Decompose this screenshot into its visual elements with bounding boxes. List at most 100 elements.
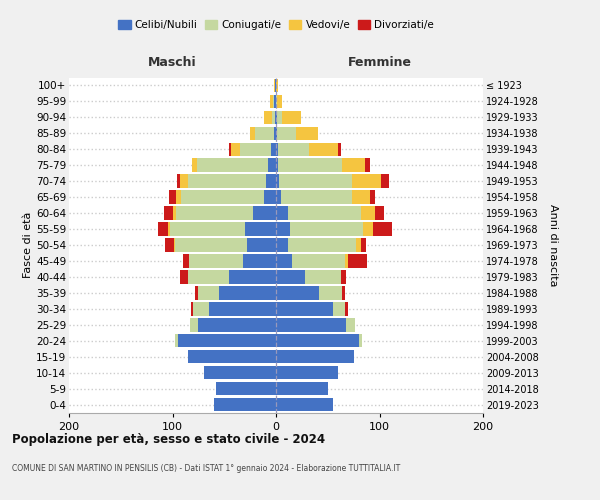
Bar <box>169 190 176 204</box>
Bar <box>192 158 197 172</box>
Text: COMUNE DI SAN MARTINO IN PENSILIS (CB) - Dati ISTAT 1° gennaio 2024 - Elaborazio: COMUNE DI SAN MARTINO IN PENSILIS (CB) -… <box>12 464 400 473</box>
Bar <box>176 206 253 220</box>
Bar <box>276 126 277 140</box>
Bar <box>342 286 346 300</box>
Bar <box>276 398 333 411</box>
Bar <box>278 142 309 156</box>
Bar <box>188 174 266 188</box>
Bar <box>289 238 356 252</box>
Bar <box>268 158 276 172</box>
Bar <box>275 78 276 92</box>
Bar <box>277 94 282 108</box>
Bar <box>365 158 370 172</box>
Bar <box>199 318 276 332</box>
Bar <box>190 318 199 332</box>
Bar <box>170 222 245 236</box>
Bar <box>338 142 341 156</box>
Bar <box>380 174 389 188</box>
Text: Femmine: Femmine <box>347 56 412 68</box>
Bar <box>346 318 355 332</box>
Bar <box>250 126 256 140</box>
Bar <box>272 110 275 124</box>
Bar <box>180 270 188 283</box>
Bar <box>277 126 296 140</box>
Bar <box>209 302 276 316</box>
Bar <box>376 206 383 220</box>
Bar <box>359 334 362 347</box>
Bar <box>276 110 277 124</box>
Legend: Celibi/Nubili, Coniugati/e, Vedovi/e, Divorziati/e: Celibi/Nubili, Coniugati/e, Vedovi/e, Di… <box>114 16 438 34</box>
Bar <box>271 142 276 156</box>
Bar <box>342 158 365 172</box>
Bar <box>173 206 176 220</box>
Bar <box>245 222 276 236</box>
Bar <box>370 190 376 204</box>
Bar <box>243 254 276 268</box>
Bar <box>247 238 276 252</box>
Bar <box>183 254 189 268</box>
Bar <box>333 302 346 316</box>
Bar <box>164 206 173 220</box>
Bar <box>276 222 290 236</box>
Bar <box>181 190 263 204</box>
Bar <box>346 302 349 316</box>
Bar <box>361 206 376 220</box>
Bar <box>169 222 170 236</box>
Bar <box>276 350 353 364</box>
Bar <box>319 286 342 300</box>
Bar <box>276 254 292 268</box>
Bar <box>189 254 243 268</box>
Bar <box>276 302 333 316</box>
Bar <box>197 158 268 172</box>
Bar <box>290 222 363 236</box>
Bar <box>219 286 276 300</box>
Bar <box>279 174 352 188</box>
Bar <box>263 110 272 124</box>
Bar <box>363 222 373 236</box>
Bar <box>266 174 276 188</box>
Bar <box>276 366 338 380</box>
Bar <box>276 286 319 300</box>
Bar <box>276 142 278 156</box>
Bar <box>270 94 273 108</box>
Bar <box>289 206 361 220</box>
Bar <box>275 110 276 124</box>
Bar <box>292 254 346 268</box>
Bar <box>276 174 279 188</box>
Bar <box>276 158 278 172</box>
Bar <box>263 190 276 204</box>
Bar <box>240 142 271 156</box>
Bar <box>276 382 328 396</box>
Bar <box>349 254 367 268</box>
Bar <box>175 334 178 347</box>
Bar <box>346 254 349 268</box>
Bar <box>356 238 361 252</box>
Bar <box>341 270 346 283</box>
Bar <box>276 270 305 283</box>
Bar <box>176 174 180 188</box>
Bar <box>173 238 175 252</box>
Bar <box>276 190 281 204</box>
Bar <box>180 174 188 188</box>
Bar <box>274 78 275 92</box>
Bar <box>277 110 282 124</box>
Bar <box>232 142 240 156</box>
Bar <box>276 78 278 92</box>
Bar <box>278 158 342 172</box>
Bar <box>229 142 232 156</box>
Bar <box>256 126 274 140</box>
Bar <box>229 270 276 283</box>
Bar <box>305 270 341 283</box>
Bar <box>199 286 219 300</box>
Bar <box>165 238 173 252</box>
Bar <box>352 190 370 204</box>
Bar <box>176 190 181 204</box>
Y-axis label: Fasce di età: Fasce di età <box>23 212 33 278</box>
Bar <box>175 238 247 252</box>
Bar <box>158 222 169 236</box>
Bar <box>276 318 346 332</box>
Text: Maschi: Maschi <box>148 56 197 68</box>
Bar <box>188 350 276 364</box>
Bar <box>373 222 392 236</box>
Bar <box>203 366 276 380</box>
